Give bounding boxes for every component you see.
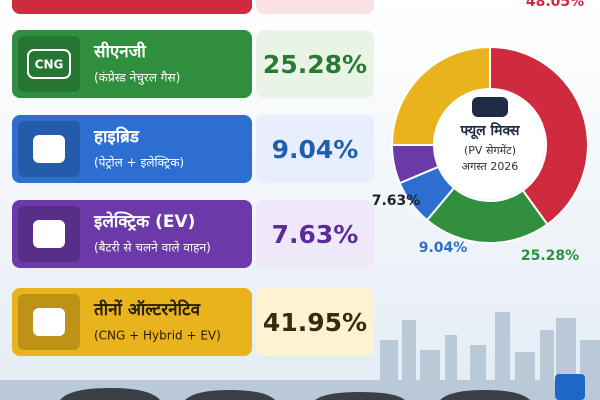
car-roofs	[60, 388, 530, 400]
donut-chart: 48.05% 25.28% 9.04% 7.63% फ्यूल मिक्स (PV सेग…	[372, 0, 589, 264]
value-box	[256, 115, 374, 183]
card-value: 9.04%	[272, 135, 359, 164]
donut-center	[436, 91, 544, 199]
card-title: इलेक्ट्रिक (EV)	[93, 211, 195, 232]
value-box	[256, 30, 374, 98]
icon-shape	[33, 220, 65, 248]
card	[12, 30, 252, 98]
card	[12, 288, 252, 356]
card	[12, 200, 252, 268]
donut-subtitle: (PV सेगमेंट)	[464, 144, 516, 157]
icon-badge	[27, 49, 71, 79]
segment-label: 25.28%	[521, 248, 579, 264]
card-subtitle: (कंप्रेस्ड नेचुरल गैस)	[94, 71, 180, 86]
segment-label: 48.05%	[526, 0, 584, 10]
value-box	[256, 288, 374, 356]
card	[12, 115, 252, 183]
cut-card	[12, 0, 252, 14]
donut-title: फ्यूल मिक्स	[459, 122, 520, 140]
card-subtitle: (बैटरी से चलने वाले वाहन)	[94, 241, 211, 255]
segment-label: 7.63%	[372, 193, 421, 209]
segment-label: 9.04%	[419, 240, 468, 256]
card-value: 25.28%	[263, 50, 367, 79]
card-title: हाइब्रिड	[93, 126, 140, 147]
value-box	[256, 200, 374, 268]
card-subtitle: (पेट्रोल + इलेक्ट्रिक)	[94, 156, 184, 170]
card-value: 41.95%	[263, 308, 367, 337]
cards: CNG सीएनजी (कंप्रेस्ड नेचुरल गैस) 25.28% हाइ…	[12, 30, 374, 356]
donut-segment	[489, 45, 589, 226]
card-title: सीएनजी	[93, 41, 146, 62]
card-title: तीनों ऑल्टरनेटिव	[93, 299, 202, 320]
icon-shape	[33, 135, 65, 163]
card-subtitle: (CNG + Hybrid + EV)	[94, 329, 221, 343]
cut-value-box	[256, 0, 374, 14]
card-value: 7.63%	[272, 220, 359, 249]
donut-segment	[390, 45, 491, 146]
icon-shape	[33, 308, 65, 336]
charging-icon	[555, 374, 585, 400]
icon-label: CNG	[35, 58, 64, 72]
donut-date: अगस्त 2026	[462, 160, 519, 173]
car-icon	[472, 97, 508, 117]
